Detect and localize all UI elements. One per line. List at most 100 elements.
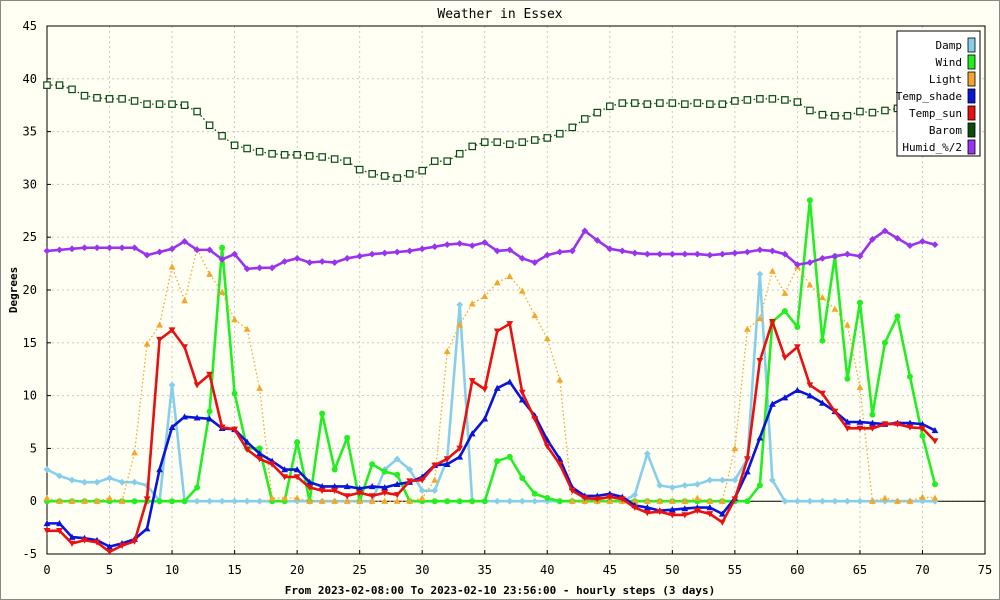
- data-point-barom: [218, 132, 226, 140]
- data-point-light: [543, 335, 551, 342]
- data-point-barom: [205, 121, 214, 130]
- data-point-damp: [831, 497, 839, 505]
- data-point-temp-shade: [381, 484, 389, 491]
- data-point-temp-shade: [443, 460, 451, 467]
- data-point-temp-sun: [456, 445, 464, 452]
- data-point-temp-shade: [493, 384, 501, 391]
- data-point-light: [318, 497, 326, 504]
- data-point-temp-sun: [869, 425, 876, 432]
- data-point-damp: [806, 497, 814, 505]
- chart-title: Weather in Essex: [437, 7, 562, 22]
- data-point-humid-2: [531, 259, 539, 266]
- data-point-temp-shade: [43, 519, 51, 527]
- data-point-barom: [568, 123, 577, 132]
- data-point-humid-2: [368, 250, 376, 258]
- data-point-light: [568, 497, 576, 504]
- series-line-damp: [46, 272, 935, 503]
- data-point-temp-sun: [618, 496, 626, 503]
- data-point-barom: [318, 153, 326, 161]
- data-point-light: [418, 494, 426, 501]
- data-point-wind: [206, 408, 213, 415]
- data-point-temp-sun: [768, 318, 776, 326]
- data-point-wind: [194, 484, 201, 491]
- data-point-barom: [743, 96, 752, 104]
- data-point-humid-2: [481, 239, 489, 246]
- x-tick-label: 75: [978, 563, 992, 577]
- data-point-temp-sun: [393, 492, 401, 499]
- data-point-light: [106, 494, 113, 501]
- data-point-light: [181, 297, 188, 304]
- data-point-damp: [218, 497, 226, 505]
- data-point-damp: [231, 497, 238, 505]
- data-point-barom: [80, 91, 89, 100]
- data-point-temp-sun: [806, 382, 814, 389]
- legend-swatch-humid-2: [967, 139, 976, 155]
- data-point-light: [93, 497, 101, 504]
- data-point-light: [681, 497, 689, 504]
- data-point-barom: [330, 155, 339, 163]
- data-point-humid-2: [43, 247, 51, 255]
- data-point-barom: [280, 151, 289, 159]
- data-point-temp-sun: [931, 438, 939, 445]
- data-point-barom: [193, 107, 201, 116]
- series-line-temp-sun: [47, 320, 936, 554]
- data-point-wind: [794, 323, 801, 330]
- data-point-humid-2: [193, 246, 201, 254]
- data-point-light: [143, 340, 151, 347]
- data-point-humid-2: [518, 254, 526, 262]
- data-point-temp-shade: [668, 506, 676, 513]
- data-point-temp-shade: [456, 453, 464, 460]
- data-point-light: [606, 497, 614, 504]
- data-point-temp-shade: [643, 504, 651, 511]
- data-point-wind: [494, 458, 501, 465]
- data-point-light: [856, 383, 864, 390]
- data-point-temp-sun: [381, 490, 389, 497]
- data-point-humid-2: [556, 248, 564, 256]
- legend-label-light: Light: [929, 73, 962, 86]
- y-tick-label: 5: [30, 441, 37, 455]
- data-point-barom: [768, 95, 777, 103]
- data-point-barom: [468, 142, 477, 151]
- data-point-damp: [56, 472, 63, 480]
- data-point-damp: [731, 476, 739, 484]
- data-point-damp: [93, 478, 101, 486]
- data-point-humid-2: [106, 244, 113, 252]
- data-point-wind: [231, 390, 238, 397]
- data-point-temp-sun: [418, 477, 426, 484]
- data-point-humid-2: [931, 241, 939, 248]
- data-point-barom: [706, 100, 714, 108]
- data-point-temp-sun: [93, 539, 101, 546]
- legend-swatch-damp: [967, 37, 976, 53]
- data-point-light: [831, 305, 839, 312]
- data-point-temp-shade: [743, 468, 751, 475]
- data-point-light: [743, 325, 751, 332]
- data-point-barom: [731, 97, 739, 105]
- data-point-wind: [369, 461, 376, 468]
- data-point-temp-shade: [781, 394, 789, 401]
- data-point-temp-shade: [318, 483, 326, 490]
- data-point-temp-sun: [481, 386, 489, 393]
- data-point-temp-sun: [856, 425, 864, 432]
- legend-label-wind: Wind: [936, 56, 963, 69]
- data-point-barom: [631, 99, 639, 107]
- data-point-temp-sun: [506, 321, 514, 328]
- data-point-barom: [493, 138, 502, 146]
- data-point-temp-shade: [256, 450, 264, 457]
- data-point-humid-2: [756, 246, 764, 254]
- data-point-temp-shade: [856, 418, 864, 425]
- data-point-barom: [718, 100, 727, 108]
- data-point-humid-2: [418, 245, 426, 253]
- data-point-humid-2: [268, 264, 276, 272]
- data-point-temp-shade: [156, 466, 163, 473]
- data-point-barom: [230, 141, 239, 150]
- data-point-wind: [856, 299, 863, 306]
- data-point-barom: [693, 99, 702, 107]
- data-point-barom: [856, 107, 864, 116]
- data-point-damp: [844, 497, 851, 505]
- data-point-temp-shade: [518, 396, 526, 403]
- data-point-barom: [656, 99, 664, 107]
- data-point-temp-shade: [293, 466, 301, 473]
- data-point-light: [431, 476, 439, 483]
- data-point-light: [768, 267, 776, 274]
